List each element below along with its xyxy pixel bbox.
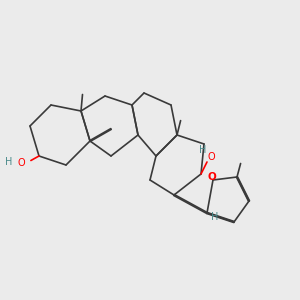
Text: H: H [5, 157, 13, 167]
Text: O: O [17, 158, 25, 169]
Text: H: H [211, 212, 218, 223]
Text: H: H [199, 145, 206, 155]
Text: O: O [208, 152, 215, 163]
Text: O: O [207, 172, 216, 182]
